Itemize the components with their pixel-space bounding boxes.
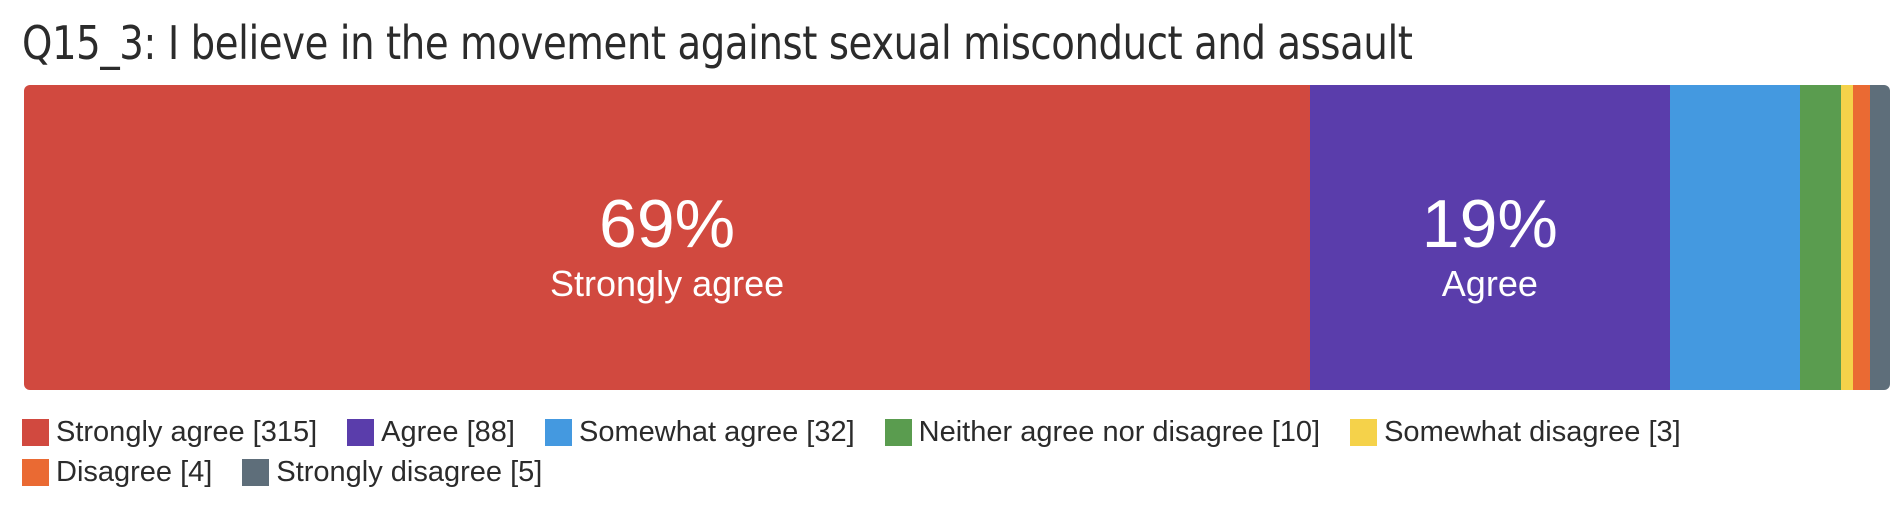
legend-label: Strongly disagree [5] (276, 455, 543, 488)
legend-label: Agree [88] (381, 415, 515, 448)
legend-swatch (22, 458, 49, 486)
segment-category-label: Agree (1441, 263, 1538, 304)
legend-swatch (545, 418, 572, 446)
legend-swatch (347, 418, 375, 446)
legend-item: Somewhat disagree [3] (1350, 412, 1681, 452)
legend-item: Neither agree nor disagree [10] (884, 412, 1321, 452)
legend-label: Somewhat agree [32] (579, 415, 855, 448)
legend-label: Strongly agree [315] (56, 415, 318, 448)
bar-segment-strongly-agree: 69% Strongly agree (24, 85, 1311, 390)
segment-label: 19% Agree (1310, 185, 1669, 305)
segment-percent-label: 19% (1421, 186, 1558, 262)
stacked-bar: 69% Strongly agree 19% Agree (24, 85, 1890, 390)
bar-segment-agree: 19% Agree (1310, 85, 1670, 390)
legend: Strongly agree [315] Agree [88] Somewhat a… (22, 412, 1882, 492)
legend-swatch (22, 418, 49, 446)
bar-segment-somewhat-agree (1669, 85, 1801, 390)
segment-percent-label: 69% (599, 186, 736, 262)
bar-segment-somewhat-disagree (1840, 85, 1854, 390)
legend-item: Agree [88] (347, 412, 515, 452)
legend-label: Disagree [4] (56, 455, 213, 488)
segment-category-label: Strongly agree (550, 263, 785, 304)
legend-label: Neither agree nor disagree [10] (918, 415, 1321, 448)
legend-item: Disagree [4] (22, 452, 212, 492)
chart-title: Q15_3: I believe in the movement against… (22, 16, 1413, 70)
bar-segment-strongly-disagree (1869, 85, 1890, 390)
segment-label: 69% Strongly agree (24, 185, 1310, 305)
legend-swatch (884, 418, 912, 446)
legend-item: Strongly agree [315] (22, 412, 317, 452)
legend-swatch (242, 458, 270, 486)
legend-label: Somewhat disagree [3] (1384, 415, 1681, 448)
bar-segment-disagree (1853, 85, 1870, 390)
bar-segment-neither-agree-nor-disagree (1800, 85, 1841, 390)
legend-item: Strongly disagree [5] (242, 452, 542, 492)
legend-swatch (1350, 418, 1378, 446)
legend-item: Somewhat agree [32] (545, 412, 855, 452)
